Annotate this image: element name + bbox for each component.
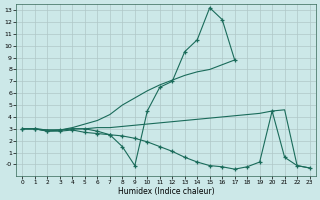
- X-axis label: Humidex (Indice chaleur): Humidex (Indice chaleur): [118, 187, 214, 196]
